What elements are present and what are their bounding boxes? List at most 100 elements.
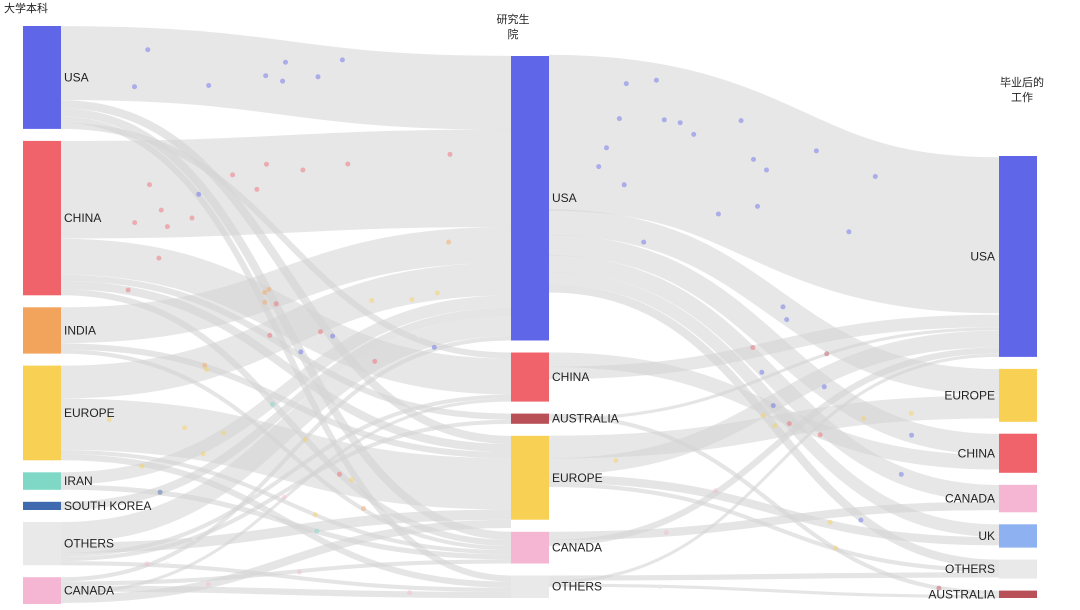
header-grad-line1: 研究生 [497, 12, 530, 26]
flow-particle [339, 57, 345, 63]
link-south-korea-to-usa-0 [60, 307, 512, 511]
link-china-to-europe-0 [60, 280, 512, 453]
link-others-to-china-0 [60, 394, 512, 558]
flow-particle [147, 182, 152, 188]
label-layer: USA CHINA INDIA EUROPE IRAN SOUTH KOREA OTHERS… [64, 71, 995, 602]
node-col2-europe [999, 368, 1037, 422]
node-label-col2-uk: UK [978, 529, 995, 543]
node-col2-canada [999, 484, 1037, 513]
link-europe-to-usa-0 [60, 262, 512, 399]
flow-particle [434, 290, 440, 296]
flow-particle [266, 286, 272, 292]
node-label-col1-others: OTHERS [552, 580, 602, 594]
node-label-col1-canada: CANADA [552, 541, 602, 555]
node-col0-canada [23, 577, 61, 604]
flow-particle [298, 349, 304, 355]
link-canada-to-usa-1 [548, 347, 1000, 547]
flow-particle [202, 362, 208, 368]
link-china-to-usa-0 [60, 129, 512, 239]
flow-particle [846, 229, 852, 235]
flow-particle [106, 417, 112, 422]
link-europe-to-others-1 [548, 482, 1000, 573]
link-others-to-usa-1 [548, 353, 1000, 584]
flow-particle [759, 369, 765, 375]
flow-particle [616, 116, 622, 122]
flow-particle [780, 304, 786, 310]
flow-particle [349, 477, 355, 483]
flow-particle [604, 145, 609, 151]
flow-particle [139, 463, 145, 469]
flow-particle [200, 451, 206, 457]
flow-particle [280, 78, 286, 84]
node-col2-uk [999, 524, 1037, 548]
node-col1-australia [511, 413, 549, 424]
flow-particle [738, 118, 744, 124]
flow-particle [300, 167, 306, 173]
flow-particle [755, 203, 760, 209]
flow-particle [858, 517, 864, 523]
flow-particle [416, 333, 422, 339]
node-label-col2-others: OTHERS [945, 562, 995, 576]
node-label-col1-usa: USA [552, 191, 577, 205]
link-canada-to-europe-0 [60, 519, 512, 603]
flow-particle [677, 120, 683, 126]
link-canada-to-usa-0 [60, 336, 512, 582]
flow-particle [786, 421, 792, 427]
link-canada-to-others-0 [60, 585, 512, 599]
link-europe-to-usa-1 [548, 330, 1000, 475]
flow-particle [296, 569, 302, 575]
flow-particle [770, 403, 776, 409]
flow-particle [833, 545, 839, 551]
flow-particle [447, 151, 453, 157]
node-col1-china [511, 352, 549, 402]
node-col2-australia [999, 590, 1037, 598]
flow-particle [125, 287, 131, 293]
flow-particle [330, 333, 336, 339]
node-label-col0-canada: CANADA [64, 584, 114, 598]
node-col2-china [999, 433, 1037, 473]
node-col1-canada [511, 531, 549, 564]
flow-particle [908, 410, 914, 416]
flow-particle [164, 561, 170, 567]
particle-layer [106, 47, 942, 596]
flow-particle [653, 77, 659, 83]
flow-particle [156, 255, 162, 261]
flow-particle [824, 351, 830, 357]
flow-particle [164, 224, 170, 230]
flow-particle [431, 344, 437, 350]
flow-particle [661, 117, 667, 123]
flow-particle [132, 84, 137, 90]
link-iran-to-canada-0 [60, 484, 512, 560]
node-label-col0-iran: IRAN [64, 474, 93, 488]
node-col0-china [23, 140, 61, 296]
node-label-col2-china: CHINA [958, 446, 995, 460]
flow-particle [157, 489, 163, 495]
flow-particle [145, 47, 151, 53]
flow-particle [621, 182, 627, 188]
flow-particle [119, 518, 125, 524]
flow-particle [361, 506, 367, 511]
flow-particle [262, 299, 268, 305]
node-col0-south-korea [23, 501, 61, 510]
flow-particle [273, 301, 279, 307]
flow-particle [335, 439, 341, 445]
node-label-col0-china: CHINA [64, 211, 101, 225]
flow-particle [189, 215, 195, 221]
link-india-to-usa-0 [60, 226, 512, 344]
flow-particle [663, 530, 669, 536]
flow-particle [751, 156, 756, 162]
flow-particle [369, 298, 375, 303]
flow-particle [596, 164, 602, 170]
flow-particle [206, 83, 212, 88]
flow-particle [409, 297, 415, 303]
node-col0-usa [23, 26, 61, 129]
link-australia-to-usa-1 [548, 327, 1000, 421]
flow-particle [407, 590, 413, 596]
node-col1-others [511, 575, 549, 598]
flow-particle [262, 290, 268, 295]
flow-particle [132, 220, 138, 226]
link-usa-to-usa-1 [548, 54, 1000, 314]
flow-particle [158, 207, 164, 213]
